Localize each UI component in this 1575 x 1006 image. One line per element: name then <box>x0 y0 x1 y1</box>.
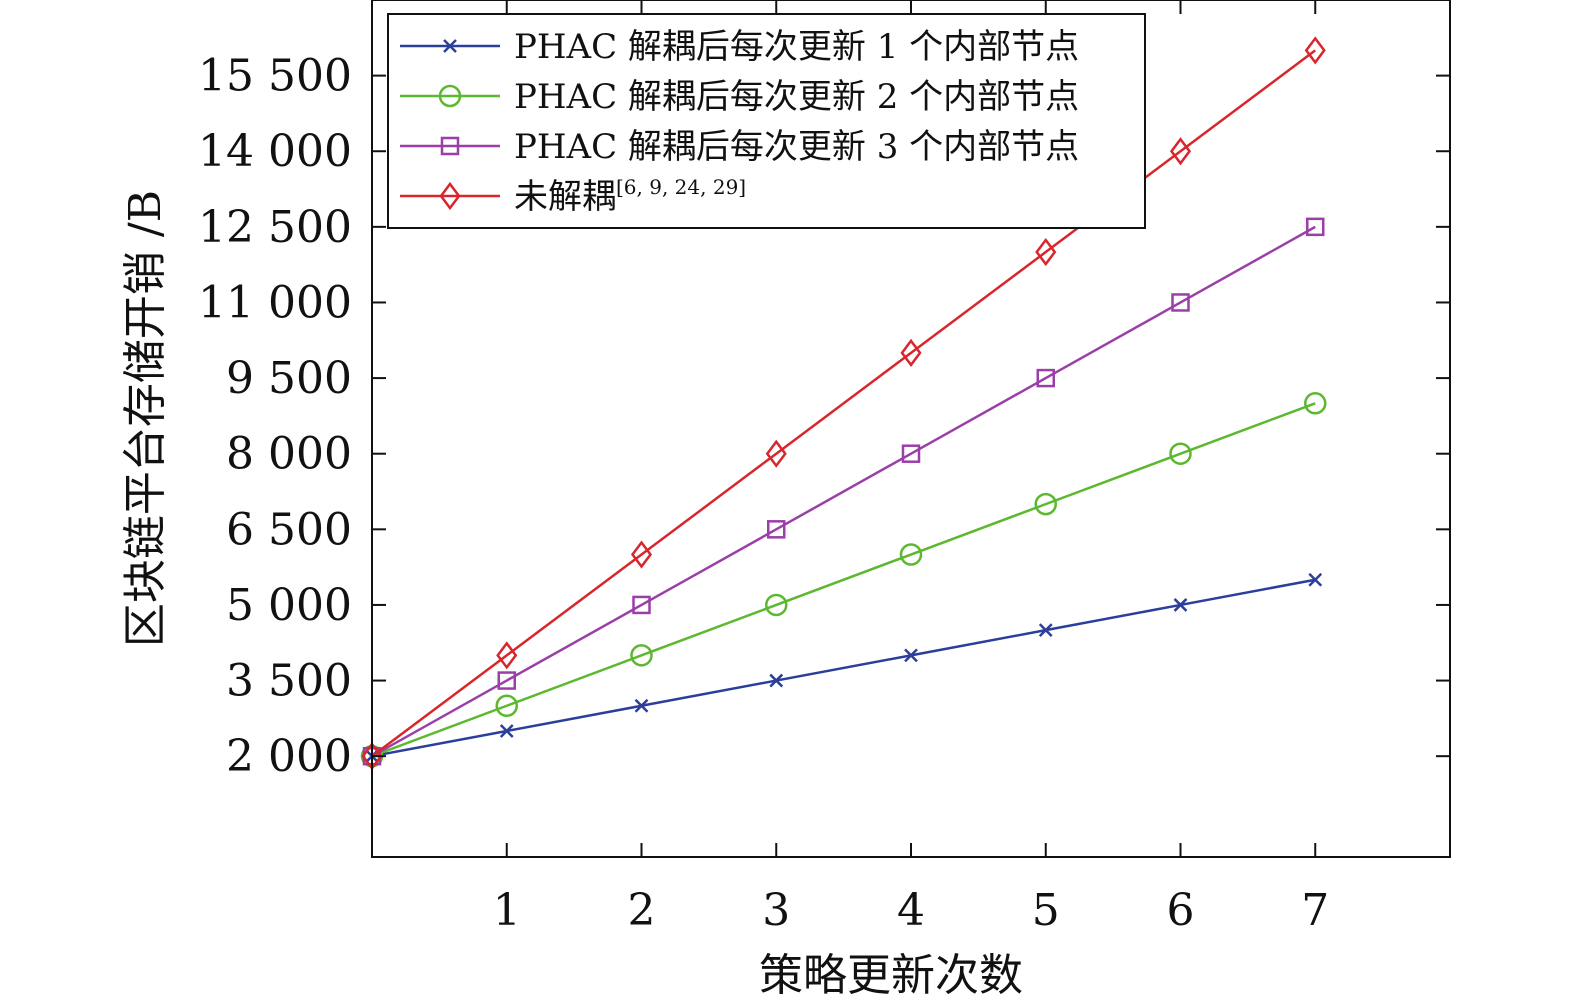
data-point <box>904 648 918 663</box>
series-layer <box>360 36 1327 771</box>
y-tick-label: 2 000 <box>226 731 352 782</box>
x-tick-label: 5 <box>1032 885 1060 936</box>
data-point <box>630 540 653 569</box>
data-point <box>1304 36 1326 65</box>
legend-label: PHAC 解耦后每次更新 1 个内部节点 <box>514 27 1079 67</box>
data-point <box>900 338 922 367</box>
data-point <box>499 724 514 738</box>
data-point <box>901 444 921 463</box>
x-axis-title: 策略更新次数 <box>759 950 1023 1001</box>
x-tick-label: 4 <box>897 885 925 936</box>
x-tick-label: 1 <box>493 885 521 936</box>
data-point <box>765 593 788 617</box>
data-point <box>899 543 923 566</box>
data-point <box>769 673 784 688</box>
y-tick-label: 14 000 <box>198 126 352 177</box>
legend-swatch-marker <box>439 181 461 211</box>
data-point <box>1306 217 1325 237</box>
data-point <box>1034 492 1057 516</box>
data-point <box>765 439 787 468</box>
data-point <box>1171 293 1190 312</box>
y-tick-label: 6 500 <box>226 504 352 555</box>
x-tick-label: 2 <box>628 885 656 936</box>
y-tick-label: 9 500 <box>226 353 352 404</box>
legend-label: PHAC 解耦后每次更新 3 个内部节点 <box>514 127 1079 167</box>
data-point <box>1035 237 1057 267</box>
data-point-stroke <box>1173 598 1188 612</box>
data-point <box>632 595 651 615</box>
data-point-stroke <box>1308 572 1323 587</box>
data-point-stroke <box>499 724 514 738</box>
legend-entry: PHAC 解耦后每次更新 3 个内部节点 <box>400 127 1079 167</box>
data-point <box>1173 598 1188 612</box>
data-point <box>767 520 786 539</box>
data-point <box>1169 137 1192 166</box>
data-point <box>1038 623 1053 638</box>
legend-swatch-marker <box>443 39 457 53</box>
data-point-stroke <box>1038 623 1053 638</box>
legend-swatch-marker-stroke <box>443 39 457 53</box>
data-point <box>1304 392 1327 415</box>
y-tick-label: 11 000 <box>198 277 352 328</box>
data-point <box>1169 442 1192 465</box>
data-point <box>634 698 649 713</box>
legend: PHAC 解耦后每次更新 1 个内部节点 PHAC 解耦后每次更新 2 个内部节点… <box>387 13 1146 229</box>
x-tick-label: 6 <box>1167 885 1195 936</box>
series-line <box>371 49 1316 758</box>
data-point-stroke <box>769 673 784 688</box>
y-tick-label: 3 500 <box>226 656 352 707</box>
data-point-stroke <box>904 648 918 663</box>
data-point <box>495 694 518 718</box>
y-tick-label: 12 500 <box>198 202 352 253</box>
data-point <box>496 641 518 670</box>
legend-swatch-marker <box>438 84 462 108</box>
data-point-stroke <box>634 698 649 713</box>
series-line <box>371 402 1316 758</box>
data-point <box>630 644 653 667</box>
legend-label: PHAC 解耦后每次更新 2 个内部节点 <box>514 77 1079 117</box>
data-point <box>1036 368 1055 388</box>
legend-box <box>387 13 1146 229</box>
data-point <box>1308 572 1323 587</box>
x-tick-label: 7 <box>1301 885 1329 936</box>
y-tick-label: 15 500 <box>198 51 352 102</box>
y-tick-label: 8 000 <box>226 429 352 480</box>
legend-swatch-marker <box>440 136 460 156</box>
tick-layer: 1 2 3 4 5 6 7 2 000 3 500 5 000 6 500 8 000 9 500 11 … <box>198 0 1450 936</box>
data-point <box>497 671 516 690</box>
y-tick-label: 5 000 <box>226 580 352 631</box>
y-axis-title: 区块链平台存储开销 /B <box>120 190 171 647</box>
legend-entry: PHAC 解耦后每次更新 1 个内部节点 <box>400 27 1079 67</box>
legend-entry: PHAC 解耦后每次更新 2 个内部节点 <box>400 77 1079 117</box>
legend-citation: [6, 9, 24, 29] <box>616 175 746 199</box>
series-line <box>371 225 1316 758</box>
x-tick-label: 3 <box>762 885 790 936</box>
series-1 <box>365 572 1323 764</box>
series-line <box>371 578 1316 758</box>
